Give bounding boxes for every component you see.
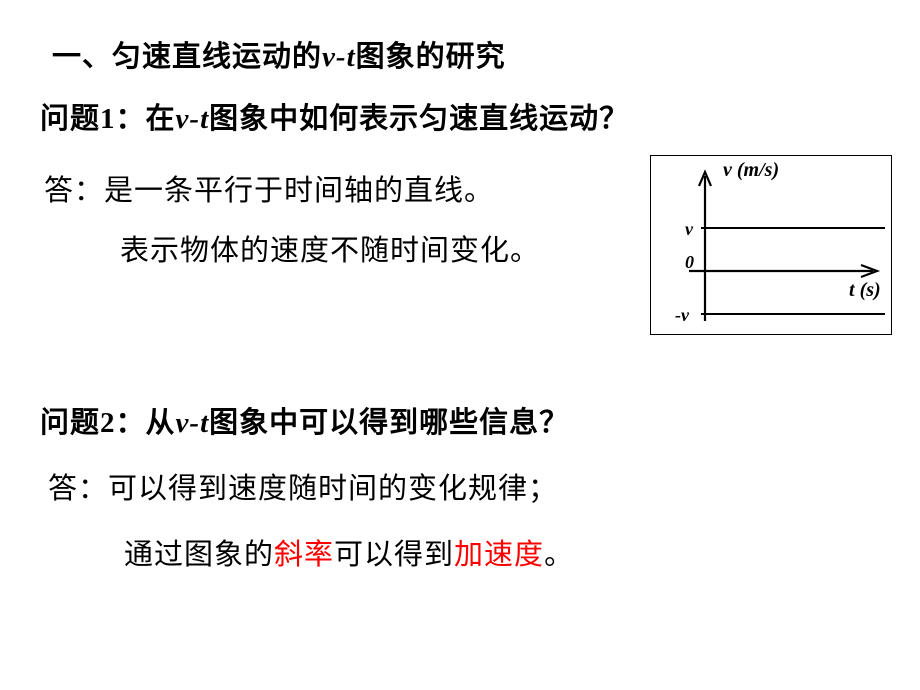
vt-graph: v (m/s) t (s) 0 v -v <box>650 155 892 335</box>
q2-before: ：从 <box>116 407 176 439</box>
q2-sep: - <box>189 407 200 439</box>
q1-t: t <box>200 103 209 135</box>
answer-2-line-1: 答：可以得到速度随时间的变化规律； <box>48 466 880 512</box>
section-title: 一、匀速直线运动的v-t图象的研究 <box>52 34 880 80</box>
title-v: v <box>322 41 336 73</box>
q2-t: t <box>200 407 209 439</box>
a2-text1: 可以得到速度随时间的变化规律； <box>108 473 558 505</box>
title-prefix: 一、匀速直线运动的 <box>52 41 322 73</box>
q2-after: 图象中可以得到哪些信息？ <box>209 407 569 439</box>
a1-label: 答： <box>44 175 104 207</box>
a2-label: 答： <box>48 473 108 505</box>
a2-red1: 斜率 <box>274 539 334 571</box>
title-sep: - <box>336 41 347 73</box>
q1-v: v <box>176 103 190 135</box>
title-suffix: 图象的研究 <box>356 41 506 73</box>
y-axis-label: v (m/s) <box>723 159 779 181</box>
x-axis-label: t (s) <box>849 279 881 301</box>
pos-v-label: v <box>685 219 694 239</box>
a2-text2a: 通过图象的 <box>124 539 274 571</box>
a2-text2c: 。 <box>544 539 574 571</box>
q1-label: 问题1 <box>40 103 116 135</box>
a1-text2: 表示物体的速度不随时间变化。 <box>120 235 540 267</box>
a2-red2: 加速度 <box>454 539 544 571</box>
a1-text1: 是一条平行于时间轴的直线。 <box>104 175 494 207</box>
q2-label: 问题2 <box>40 407 116 439</box>
q2-v: v <box>176 407 190 439</box>
question-1: 问题1：在v-t图象中如何表示匀速直线运动？ <box>40 96 880 142</box>
document-page: 一、匀速直线运动的v-t图象的研究 问题1：在v-t图象中如何表示匀速直线运动？… <box>0 0 920 690</box>
title-t: t <box>347 41 356 73</box>
q1-before: ：在 <box>116 103 176 135</box>
answer-2-line-2: 通过图象的斜率可以得到加速度。 <box>124 532 880 578</box>
zero-label: 0 <box>685 252 694 272</box>
q1-after: 图象中如何表示匀速直线运动？ <box>209 103 629 135</box>
question-2: 问题2：从v-t图象中可以得到哪些信息？ <box>40 400 880 446</box>
q1-sep: - <box>189 103 200 135</box>
neg-v-label: -v <box>675 305 690 325</box>
vt-graph-svg: v (m/s) t (s) 0 v -v <box>651 156 891 334</box>
a2-text2b: 可以得到 <box>334 539 454 571</box>
